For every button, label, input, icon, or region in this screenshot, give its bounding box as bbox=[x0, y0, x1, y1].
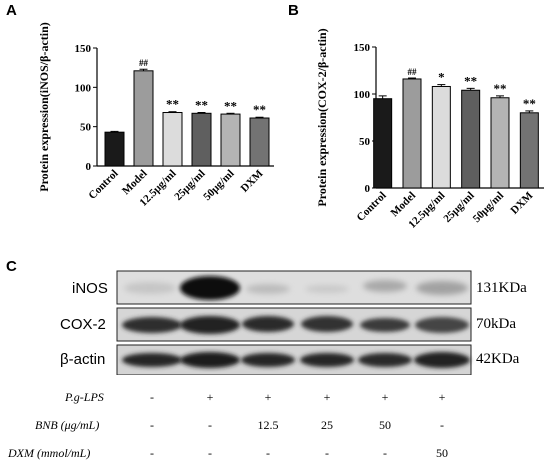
significance-label: ## bbox=[408, 67, 418, 77]
inos-bar-chart: 0 50 100 150 Protein expression(iNOS/β-actin… bbox=[37, 22, 274, 209]
treatment-row-dxm: DXM (mmol/mL) - - - - - 50 bbox=[0, 444, 550, 464]
treatment-table: P.g-LPS - + + + + + BNB (μg/mL) - - 12.5… bbox=[0, 388, 550, 473]
bar bbox=[431, 85, 451, 189]
x-tick-label: 50μg/ml bbox=[471, 190, 506, 225]
treatment-cell: + bbox=[438, 390, 446, 404]
significance-label: * bbox=[438, 70, 445, 85]
y-tick-label: 100 bbox=[354, 89, 371, 101]
treatment-cell: 50 bbox=[379, 418, 391, 432]
y-tick-label: 150 bbox=[354, 42, 371, 54]
bar bbox=[519, 112, 539, 189]
panel-letter-c: C bbox=[6, 258, 17, 275]
bar bbox=[162, 112, 183, 167]
treatment-cell: + bbox=[206, 390, 214, 404]
bar bbox=[402, 78, 422, 189]
x-tick-label: Control bbox=[355, 190, 389, 224]
blot-size-inos: 131KDa bbox=[476, 280, 527, 296]
significance-label: ** bbox=[523, 96, 536, 111]
bar bbox=[490, 97, 510, 189]
treatment-cell: - bbox=[150, 418, 154, 432]
treatment-cell: - bbox=[440, 418, 444, 432]
treatment-cell: - bbox=[150, 446, 154, 460]
y-tick-label: 50 bbox=[359, 136, 371, 148]
treatment-cell: - bbox=[150, 390, 154, 404]
treatment-cell: - bbox=[383, 446, 387, 460]
significance-label: ** bbox=[224, 98, 237, 113]
y-axis-label: Protein expression(COX-2/β-actin) bbox=[315, 28, 329, 206]
treatment-cell: 25 bbox=[321, 418, 333, 432]
blot-strip-cox2 bbox=[116, 307, 472, 342]
bar bbox=[104, 131, 125, 167]
bar bbox=[133, 70, 154, 167]
significance-label: ** bbox=[166, 97, 179, 112]
y-tick-label: 50 bbox=[80, 122, 92, 134]
bar bbox=[461, 89, 481, 189]
x-tick-label: 50μg/ml bbox=[201, 168, 236, 203]
treatment-row-bnb: BNB (μg/mL) - - 12.5 25 50 - bbox=[0, 416, 550, 436]
blot-strip-beta-actin bbox=[116, 344, 472, 376]
significance-label: ** bbox=[195, 98, 208, 113]
y-tick-label: 100 bbox=[75, 82, 92, 94]
y-axis-label: Protein expression(iNOS/β-actin) bbox=[37, 22, 51, 192]
panel-letter-a: A bbox=[6, 2, 17, 19]
y-tick-label: 0 bbox=[365, 183, 371, 195]
bar bbox=[220, 113, 241, 167]
y-tick-label: 150 bbox=[75, 43, 92, 55]
western-blot: iNOS COX-2 β-actin 131KDa 70kDa 42KDa bbox=[0, 270, 550, 376]
treatment-label-pg-lps: P.g-LPS bbox=[65, 390, 104, 404]
blot-strip-inos bbox=[116, 270, 472, 305]
cox2-bar-chart: 0 50 100 150 Protein expression(COX-2/β-acti… bbox=[315, 28, 544, 231]
treatment-cell: + bbox=[381, 390, 389, 404]
significance-label: ** bbox=[494, 81, 507, 96]
treatment-cell: + bbox=[323, 390, 331, 404]
treatment-label-dxm: DXM (mmol/mL) bbox=[8, 446, 91, 460]
blot-size-cox2: 70kDa bbox=[476, 316, 516, 332]
blot-label-inos: iNOS bbox=[72, 280, 108, 297]
blot-label-cox2: COX-2 bbox=[60, 316, 106, 333]
treatment-cell: - bbox=[266, 446, 270, 460]
panel-letter-b: B bbox=[288, 2, 299, 19]
treatment-cell: - bbox=[325, 446, 329, 460]
treatment-label-bnb: BNB (μg/mL) bbox=[35, 418, 100, 432]
treatment-cell: - bbox=[208, 446, 212, 460]
bar bbox=[373, 98, 393, 189]
treatment-cell: 12.5 bbox=[257, 418, 279, 432]
blot-label-beta-actin: β-actin bbox=[60, 351, 106, 368]
x-tick-label: 25μg/ml bbox=[441, 190, 476, 225]
treatment-row-pg-lps: P.g-LPS - + + + + + bbox=[0, 388, 550, 408]
significance-label: ** bbox=[464, 73, 477, 88]
significance-label: ** bbox=[253, 102, 266, 117]
bar bbox=[191, 112, 212, 167]
x-tick-label: Control bbox=[86, 168, 120, 202]
blot-size-beta-actin: 42KDa bbox=[476, 351, 520, 367]
treatment-cell: - bbox=[208, 418, 212, 432]
x-tick-label: DXM bbox=[508, 189, 535, 216]
bar bbox=[249, 117, 270, 167]
treatment-cell: + bbox=[264, 390, 272, 404]
treatment-cell: 50 bbox=[436, 446, 448, 460]
blot-image bbox=[116, 270, 472, 376]
y-tick-label: 0 bbox=[86, 161, 92, 173]
x-tick-label: 25μg/ml bbox=[172, 168, 207, 203]
x-tick-label: DXM bbox=[239, 167, 266, 194]
significance-label: ## bbox=[139, 58, 149, 68]
